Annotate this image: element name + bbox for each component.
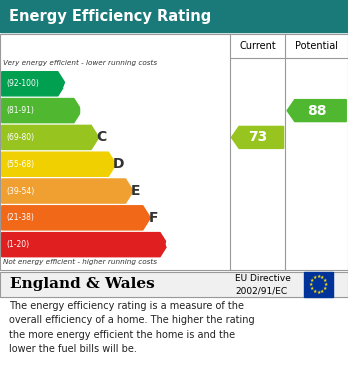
Text: Current: Current bbox=[239, 41, 276, 51]
Text: ★: ★ bbox=[313, 289, 317, 294]
Text: ★: ★ bbox=[320, 274, 324, 280]
Text: 88: 88 bbox=[307, 104, 326, 118]
Text: E: E bbox=[131, 184, 141, 198]
Text: ★: ★ bbox=[324, 282, 328, 287]
Text: A: A bbox=[63, 77, 73, 91]
Text: D: D bbox=[113, 157, 125, 171]
Text: Very energy efficient - lower running costs: Very energy efficient - lower running co… bbox=[3, 60, 158, 66]
Text: F: F bbox=[148, 211, 158, 225]
Bar bbox=[0, 272, 348, 297]
Text: (1-20): (1-20) bbox=[6, 240, 29, 249]
Text: England & Wales: England & Wales bbox=[10, 278, 155, 291]
Text: B: B bbox=[79, 104, 89, 118]
Text: ★: ★ bbox=[323, 278, 327, 283]
Text: Energy Efficiency Rating: Energy Efficiency Rating bbox=[9, 9, 211, 23]
Bar bbox=[304, 271, 333, 298]
Text: ★: ★ bbox=[313, 274, 317, 280]
Bar bbox=[0, 0, 348, 32]
FancyArrow shape bbox=[2, 72, 65, 96]
FancyArrow shape bbox=[2, 99, 81, 123]
Text: (21-38): (21-38) bbox=[6, 213, 34, 222]
Text: ★: ★ bbox=[316, 274, 321, 278]
Text: G: G bbox=[165, 238, 176, 252]
FancyArrow shape bbox=[2, 206, 150, 230]
FancyArrow shape bbox=[2, 152, 116, 176]
Text: (92-100): (92-100) bbox=[6, 79, 39, 88]
Text: The energy efficiency rating is a measure of the
overall efficiency of a home. T: The energy efficiency rating is a measur… bbox=[9, 301, 254, 354]
Text: C: C bbox=[96, 131, 106, 144]
FancyArrow shape bbox=[231, 126, 284, 149]
Text: ★: ★ bbox=[320, 289, 324, 294]
Text: ★: ★ bbox=[310, 286, 314, 291]
Text: (39-54): (39-54) bbox=[6, 187, 34, 196]
Text: (81-91): (81-91) bbox=[6, 106, 34, 115]
Text: EU Directive
2002/91/EC: EU Directive 2002/91/EC bbox=[235, 274, 291, 295]
FancyArrow shape bbox=[2, 233, 168, 257]
Text: ★: ★ bbox=[323, 286, 327, 291]
FancyArrow shape bbox=[287, 100, 346, 122]
Text: (69-80): (69-80) bbox=[6, 133, 34, 142]
Text: (55-68): (55-68) bbox=[6, 160, 34, 169]
Text: Potential: Potential bbox=[295, 41, 338, 51]
Bar bbox=[0, 34, 348, 270]
FancyArrow shape bbox=[2, 179, 133, 203]
FancyArrow shape bbox=[2, 126, 99, 149]
Text: ★: ★ bbox=[309, 282, 313, 287]
Text: ★: ★ bbox=[310, 278, 314, 283]
Text: Not energy efficient - higher running costs: Not energy efficient - higher running co… bbox=[3, 259, 158, 265]
Text: 73: 73 bbox=[248, 131, 267, 144]
Bar bbox=[0, 272, 348, 297]
Text: ★: ★ bbox=[316, 291, 321, 295]
